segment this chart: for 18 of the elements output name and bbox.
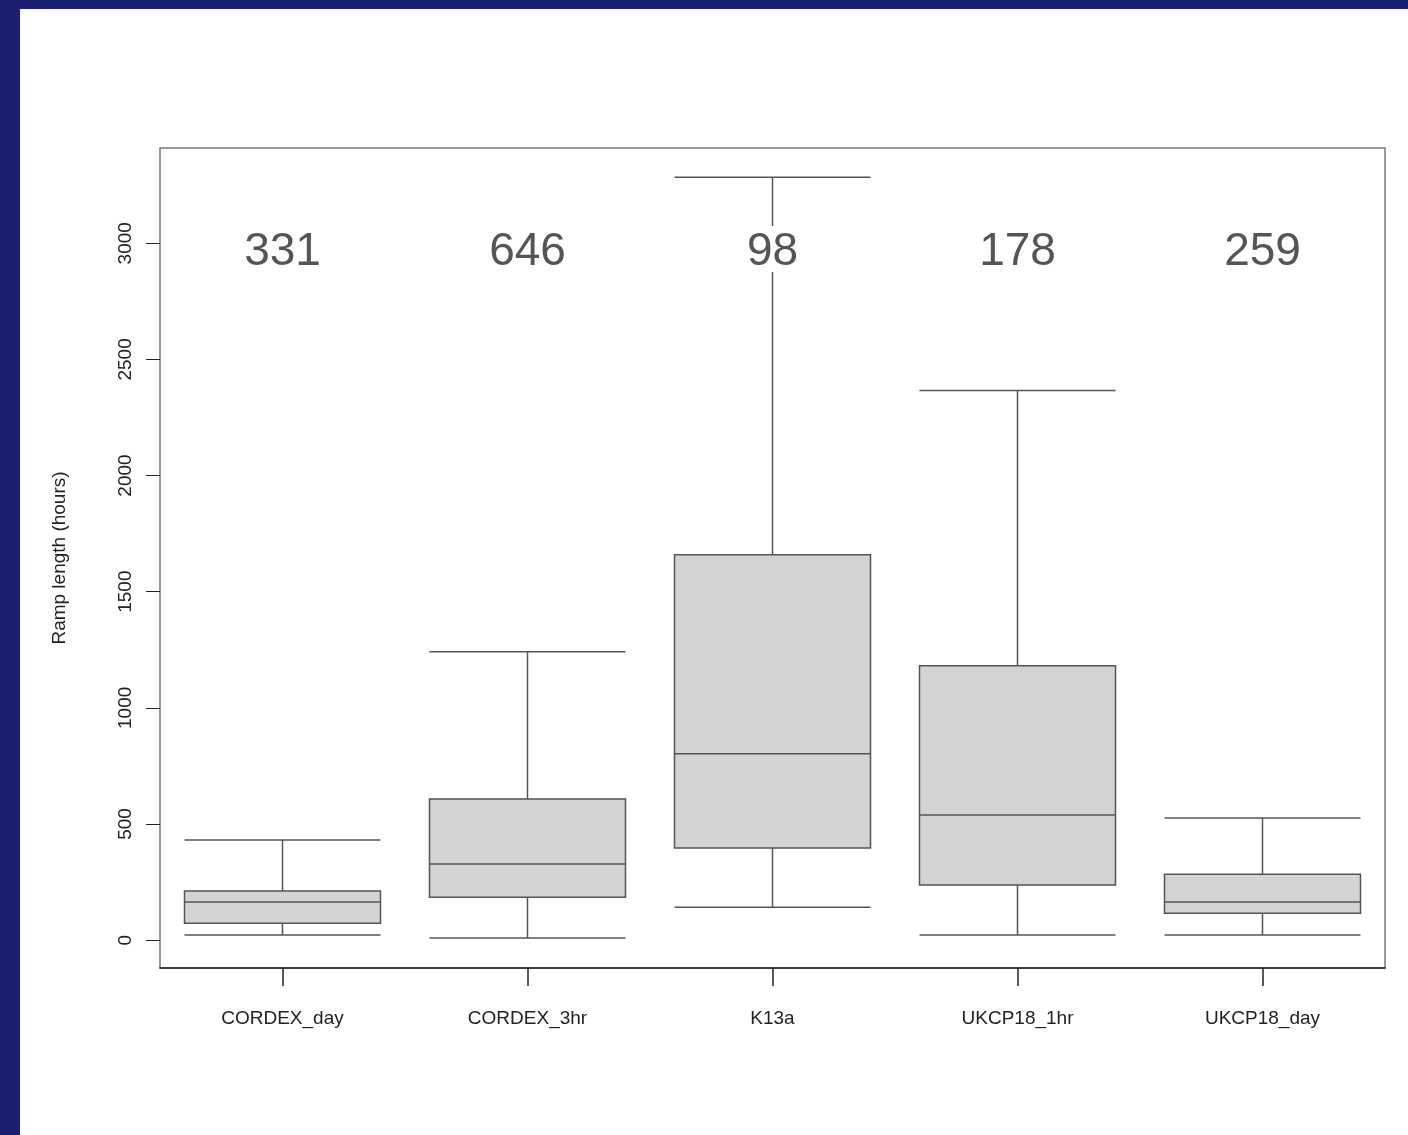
y-tick-label: 1500 [114, 570, 135, 613]
y-tick-label: 500 [114, 808, 135, 840]
x-tick-label: UKCP18_day [1204, 1007, 1321, 1029]
annotation: 646 [489, 223, 566, 275]
y-tick-label: 1000 [114, 686, 135, 729]
annotation: 259 [1224, 223, 1301, 275]
y-tick-label: 2500 [114, 338, 135, 381]
annotation: 331 [244, 223, 321, 275]
x-tick-label: UKCP18_1hr [961, 1007, 1075, 1029]
x-tick-label: CORDEX_day [221, 1007, 345, 1029]
y-tick-label: 3000 [114, 222, 135, 265]
y-tick-label: 2000 [114, 454, 135, 497]
annotation: 98 [746, 223, 799, 275]
x-tick-label: K13a [750, 1007, 796, 1028]
y-axis-title: Ramp length (hours) [48, 471, 69, 645]
y-tick-label: 0 [114, 934, 135, 946]
x-tick-label: CORDEX_3hr [467, 1007, 588, 1029]
annotation: 178 [979, 223, 1056, 275]
